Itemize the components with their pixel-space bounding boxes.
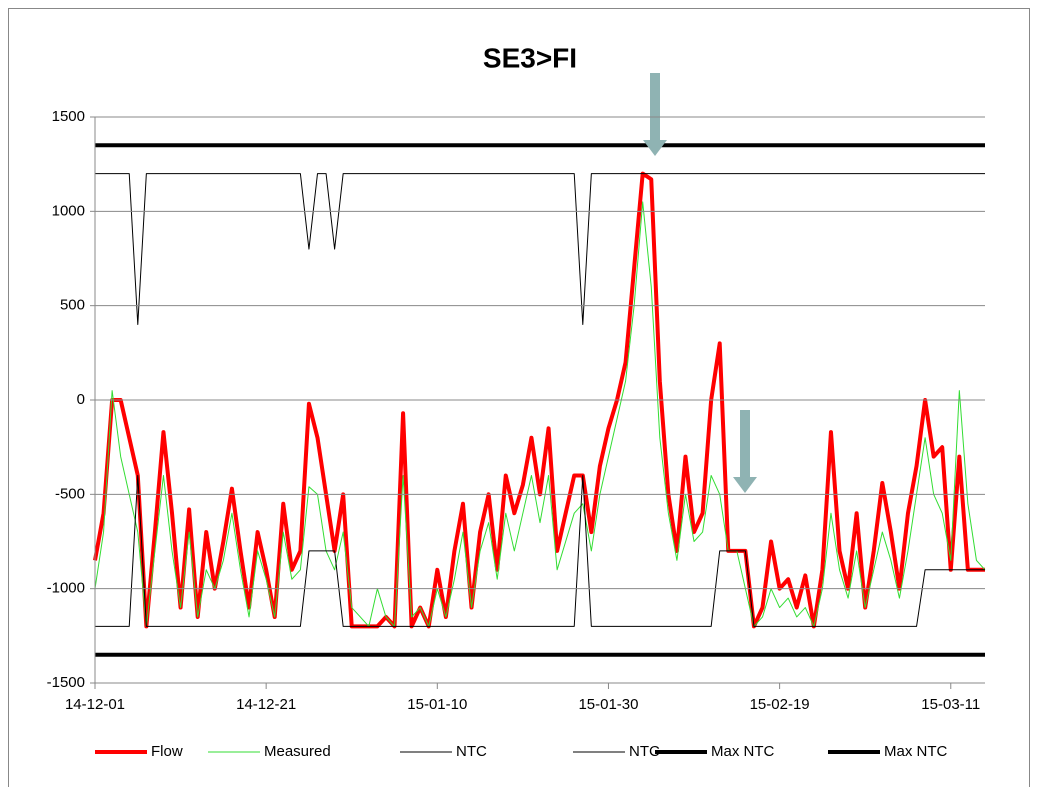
arrow-shaft [650,73,660,141]
legend-label: NTC [456,743,487,760]
y-tick-label: 1000 [52,202,85,219]
series-line [95,474,985,627]
legend-label: Max NTC [711,743,775,760]
arrow-head [643,140,667,156]
legend-label: Max NTC [884,743,948,760]
x-tick-label: 14-12-01 [65,696,125,713]
x-tick-label: 15-01-10 [407,696,467,713]
x-tick-label: 15-02-19 [750,696,810,713]
y-tick-label: -1500 [47,674,85,691]
legend-label: Flow [151,743,183,760]
y-tick-label: 500 [60,297,85,314]
arrow-shaft [740,410,750,478]
legend-label: NTC [629,743,660,760]
series-line [95,173,985,326]
y-tick-label: -500 [55,485,85,502]
x-tick-label: 14-12-21 [236,696,296,713]
y-tick-label: -1000 [47,580,85,597]
arrow-head [733,477,757,493]
legend-label: Measured [264,743,331,760]
chart-frame [8,8,1030,787]
y-tick-label: 1500 [52,108,85,125]
x-tick-label: 15-03-11 [921,696,980,713]
y-tick-label: 0 [77,391,85,408]
series-line [94,201,986,627]
chart-title: SE3>FI [483,42,577,73]
annotation-arrows [643,73,757,493]
x-tick-label: 15-01-30 [578,696,638,713]
